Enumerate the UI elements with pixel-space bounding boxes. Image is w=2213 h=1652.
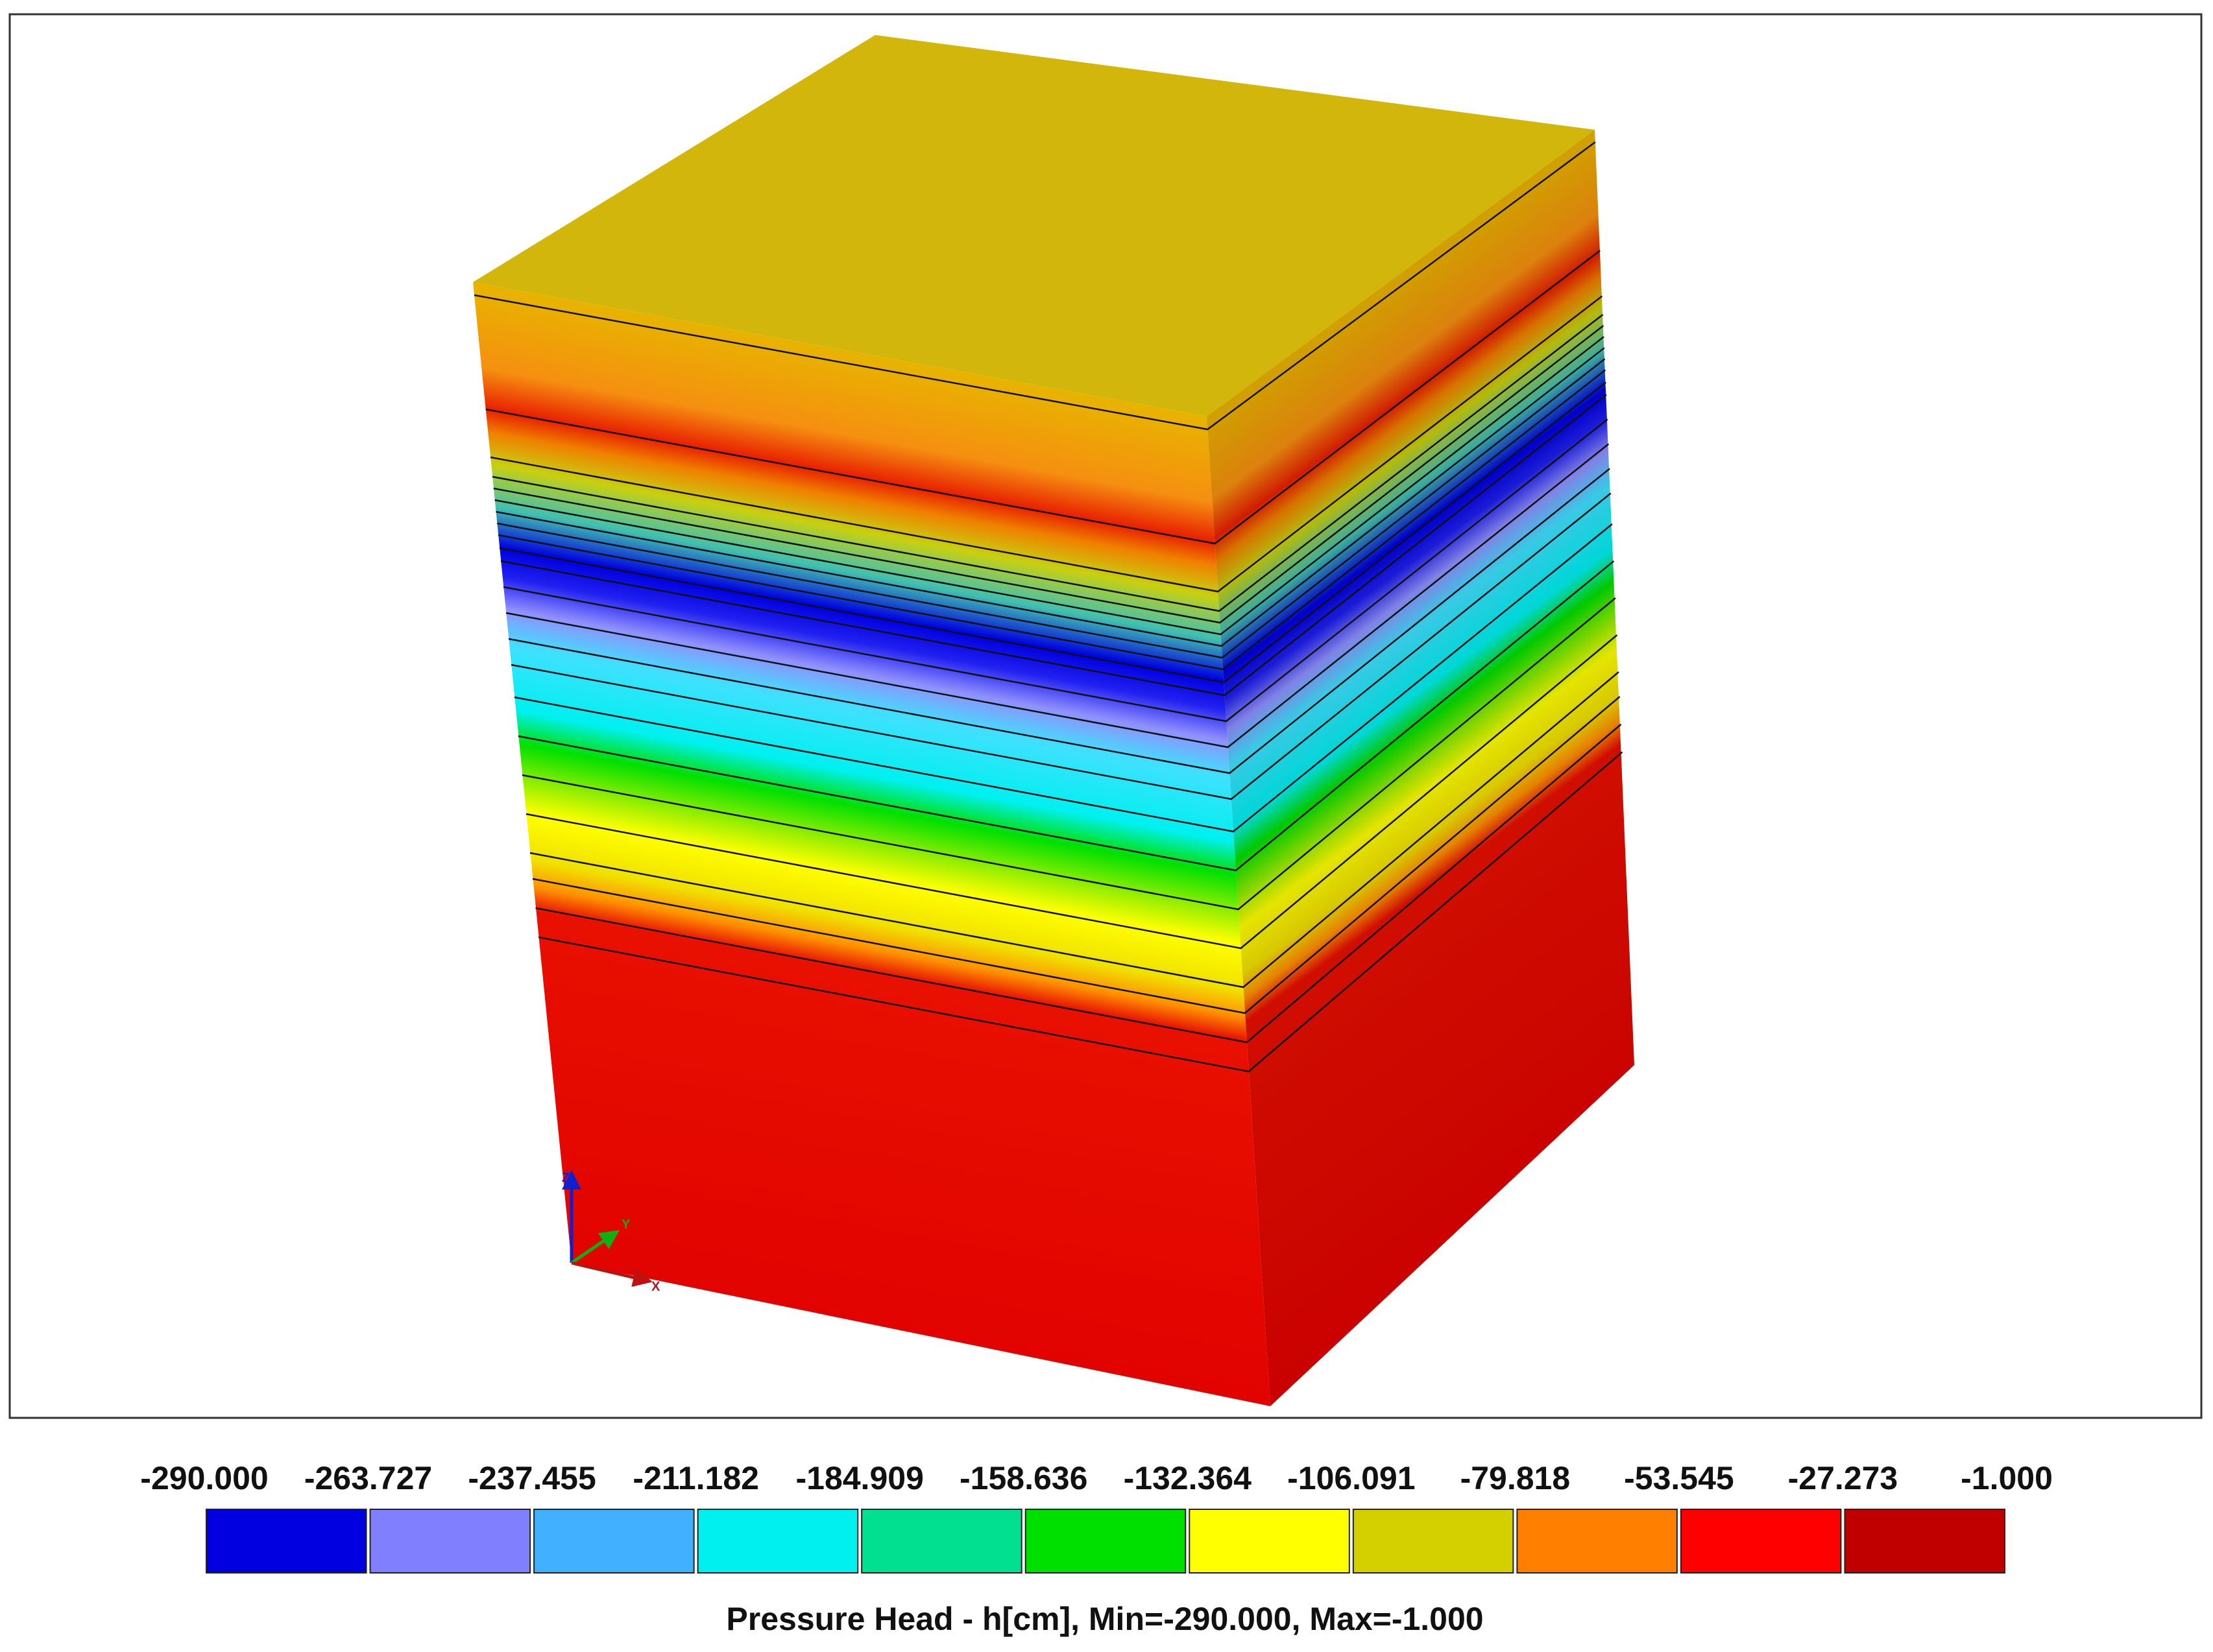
legend-swatch [1024, 1509, 1187, 1574]
right-face [1207, 130, 1634, 1406]
contour-line [498, 369, 1606, 671]
legend-tick-label: -290.000 [140, 1460, 268, 1496]
legend-swatch [861, 1509, 1022, 1574]
legend-swatch [206, 1509, 367, 1574]
contour-line [532, 696, 1621, 1014]
legend-swatch [1680, 1509, 1842, 1574]
y-axis-label: Y [622, 1217, 631, 1232]
contour-line [500, 394, 1607, 697]
legend-tick-label: -106.091 [1287, 1460, 1415, 1496]
contour-line [474, 141, 1596, 431]
front-face [473, 282, 1270, 1406]
legend-tick-label: -53.545 [1624, 1460, 1734, 1496]
contour-line [496, 347, 1605, 647]
legend-swatch [1189, 1509, 1350, 1574]
legend-tick-label: -237.455 [468, 1460, 596, 1496]
top-face [473, 35, 1595, 416]
legend-tick-label: -211.182 [633, 1460, 759, 1496]
legend-tick-label: -263.727 [304, 1460, 432, 1496]
contour-line [522, 597, 1616, 911]
legend: -290.000 -263.727 -237.455 -211.182 -184.909… [140, 1460, 2053, 1574]
x-axis-arrow [571, 1261, 653, 1287]
axis-triad: Z Y X [562, 1170, 660, 1294]
contour-line [514, 523, 1613, 833]
contour-line [535, 723, 1622, 1044]
contour-line [493, 325, 1604, 624]
legend-swatch [697, 1509, 859, 1574]
contour-line [503, 418, 1608, 723]
contour-lines [474, 141, 1623, 1073]
legend-tick-label: -184.909 [795, 1460, 923, 1496]
legend-tick-label: -27.273 [1788, 1460, 1898, 1496]
legend-swatch [1516, 1509, 1678, 1574]
legend-tick-label: -1.000 [1961, 1460, 2053, 1496]
contour-line [490, 295, 1603, 593]
contour-line [538, 751, 1623, 1073]
contour-line [518, 560, 1615, 872]
contour-line [505, 443, 1610, 748]
legend-swatch [1352, 1509, 1514, 1574]
legend-swatch [1844, 1509, 2006, 1574]
legend-tick-label: -158.636 [960, 1460, 1087, 1496]
legend-swatch [533, 1509, 695, 1574]
contour-line [496, 358, 1606, 659]
legend-caption: Pressure Head - h[cm], Min=-290.000, Max… [726, 1601, 1483, 1637]
right-face-shade [1207, 130, 1634, 1406]
legend-tick-label: -79.818 [1460, 1460, 1571, 1496]
contour-line [494, 336, 1604, 636]
contour-line [485, 250, 1601, 545]
y-axis-arrow [570, 1230, 620, 1265]
contour-line [526, 634, 1618, 950]
contour-line [492, 314, 1604, 612]
contour-line [511, 492, 1612, 800]
contour-line [529, 671, 1619, 988]
contour-line [508, 468, 1610, 774]
z-axis-label: Z [562, 1171, 570, 1185]
x-axis-label: X [651, 1280, 660, 1294]
contour-line [499, 381, 1606, 684]
legend-tick-label: -132.364 [1124, 1460, 1252, 1496]
legend-swatch [369, 1509, 531, 1574]
